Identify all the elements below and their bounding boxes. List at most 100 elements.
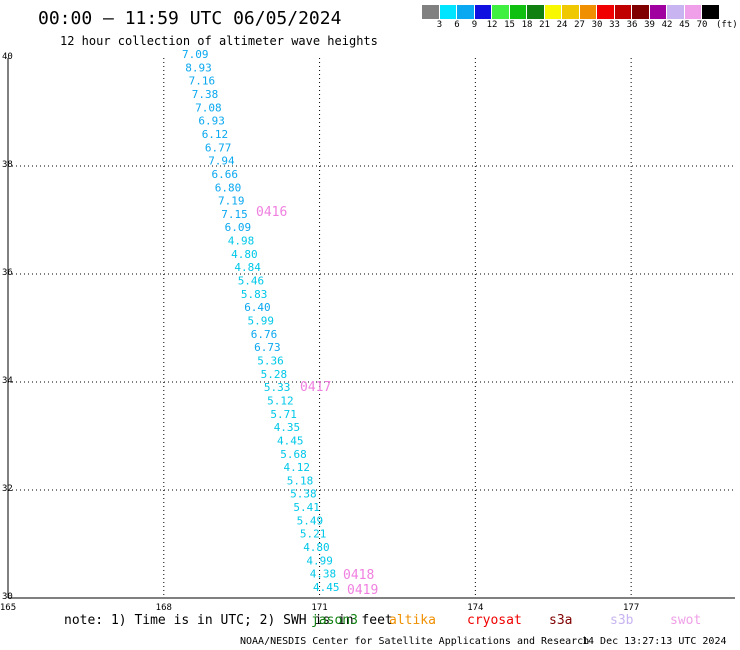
wave-height-label: 4.84 xyxy=(234,261,261,274)
wave-height-label: 5.21 xyxy=(300,528,327,541)
color-swatch xyxy=(509,5,527,19)
color-scale-tick: 45 xyxy=(679,20,690,30)
color-scale-tick: 6 xyxy=(454,20,460,30)
wave-height-label: 6.77 xyxy=(205,141,232,154)
wave-height-label: 7.08 xyxy=(195,101,222,114)
wave-height-label: 5.49 xyxy=(297,514,324,527)
color-scale-tick: 9 xyxy=(471,20,478,30)
color-swatch xyxy=(492,5,510,19)
latitude-tick-label: 34 xyxy=(2,376,13,386)
chart-title: 00:00 – 11:59 UTC 06/05/2024 xyxy=(38,8,342,29)
wave-height-label: 8.93 xyxy=(185,61,212,74)
wave-height-label: 7.19 xyxy=(218,195,245,208)
wave-height-label: 4.80 xyxy=(303,541,330,554)
longitude-tick-label: 168 xyxy=(155,603,172,613)
color-scale-tick: 18 xyxy=(521,20,533,30)
color-scale-tick: 33 xyxy=(609,20,620,30)
wave-height-label: 4.38 xyxy=(310,568,337,581)
legend-item-swot: swot xyxy=(670,613,702,628)
latitude-tick-label: 36 xyxy=(2,268,13,278)
legend-item-jason3: jason3 xyxy=(311,613,358,628)
pass-time-label: 0416 xyxy=(256,205,287,220)
wave-height-label: 7.15 xyxy=(221,208,248,221)
wave-height-label: 4.99 xyxy=(306,554,333,567)
wave-height-label: 6.76 xyxy=(251,328,277,341)
color-swatch xyxy=(614,5,632,19)
color-swatch xyxy=(527,5,545,19)
longitude-tick-label: 174 xyxy=(467,603,484,613)
wave-height-label: 5.28 xyxy=(261,368,288,381)
wave-height-label: 5.36 xyxy=(257,355,284,368)
latitude-tick-label: 32 xyxy=(2,484,13,494)
wave-height-label: 4.35 xyxy=(274,421,301,434)
color-swatch xyxy=(597,5,615,19)
color-scale-labels: 3 6 9 12 15 18 21 24 27 30 33 36 39 42 45 70 (ft) xyxy=(422,20,740,32)
wave-height-label: 6.40 xyxy=(244,301,271,314)
color-scale-tick: 30 xyxy=(591,20,603,30)
color-swatch xyxy=(544,5,562,19)
pass-time-label: 0418 xyxy=(343,568,374,583)
longitude-tick-label: 165 xyxy=(0,603,17,613)
credit-line: NOAA/NESDIS Center for Satellite Applica… xyxy=(240,636,590,647)
color-scale-tick: 15 xyxy=(504,20,515,30)
wave-height-label: 4.80 xyxy=(231,248,258,261)
color-swatch xyxy=(474,5,492,19)
wave-height-label: 4.45 xyxy=(313,581,340,594)
color-scale-unit: (ft) xyxy=(716,20,738,30)
color-swatch xyxy=(684,5,702,19)
color-swatch xyxy=(439,5,457,19)
legend-item-s3a: s3a xyxy=(549,613,573,628)
wave-height-label: 6.09 xyxy=(225,221,252,234)
wave-height-label: 4.98 xyxy=(228,235,255,248)
color-scale-tick: 36 xyxy=(626,20,638,30)
longitude-tick-label: 177 xyxy=(623,603,640,613)
color-scale-tick: 70 xyxy=(696,20,708,30)
color-swatch xyxy=(649,5,667,19)
chart-subtitle: 12 hour collection of altimeter wave hei… xyxy=(60,34,378,48)
color-swatch xyxy=(667,5,685,19)
wave-height-label: 6.73 xyxy=(254,341,281,354)
footnote: note: 1) Time is in UTC; 2) SWH is in fe… xyxy=(64,613,393,628)
wave-height-label: 6.12 xyxy=(202,128,229,141)
legend-item-altika: altika xyxy=(389,613,436,628)
color-scale-tick: 21 xyxy=(539,20,550,30)
wave-height-label: 5.12 xyxy=(267,394,294,407)
color-swatch xyxy=(562,5,580,19)
color-scale-tick: 39 xyxy=(644,20,655,30)
generation-timestamp: 14 Dec 13:27:13 UTC 2024 xyxy=(582,636,727,647)
latitude-tick-label: 30 xyxy=(2,592,13,602)
color-scale-tick: 3 xyxy=(436,20,443,30)
color-swatch xyxy=(632,5,650,19)
wave-height-label: 6.93 xyxy=(198,115,225,128)
wave-height-label: 5.18 xyxy=(287,474,314,487)
wave-height-label: 5.41 xyxy=(293,501,320,514)
color-swatch xyxy=(702,5,720,19)
pass-time-label: 0417 xyxy=(300,380,331,395)
color-scale-bar xyxy=(422,5,720,19)
longitude-tick-label: 171 xyxy=(311,603,328,613)
color-scale-tick: 42 xyxy=(661,20,673,30)
latitude-tick-label: 40 xyxy=(2,52,13,62)
wave-height-label: 5.99 xyxy=(248,315,275,328)
wave-height-label: 6.80 xyxy=(215,181,242,194)
wave-height-label: 4.12 xyxy=(284,461,311,474)
wave-height-label: 7.16 xyxy=(189,75,216,88)
color-scale-tick: 12 xyxy=(486,20,498,30)
wave-height-label: 5.83 xyxy=(241,288,268,301)
wave-height-label: 4.45 xyxy=(277,434,304,447)
pass-time-label: 0419 xyxy=(347,583,378,598)
color-swatch xyxy=(457,5,475,19)
latitude-tick-label: 38 xyxy=(2,160,13,170)
color-scale-tick: 27 xyxy=(574,20,585,30)
wave-height-label: 6.66 xyxy=(212,168,239,181)
wave-height-label: 7.94 xyxy=(208,155,235,168)
wave-height-label: 5.33 xyxy=(264,381,291,394)
color-swatch xyxy=(579,5,597,19)
wave-height-label: 5.71 xyxy=(270,408,297,421)
legend-item-cryosat: cryosat xyxy=(467,613,522,628)
wave-height-label: 5.68 xyxy=(280,448,307,461)
wave-height-label: 7.09 xyxy=(182,48,209,61)
legend-item-s3b: s3b xyxy=(610,613,634,628)
color-swatch xyxy=(422,5,440,19)
